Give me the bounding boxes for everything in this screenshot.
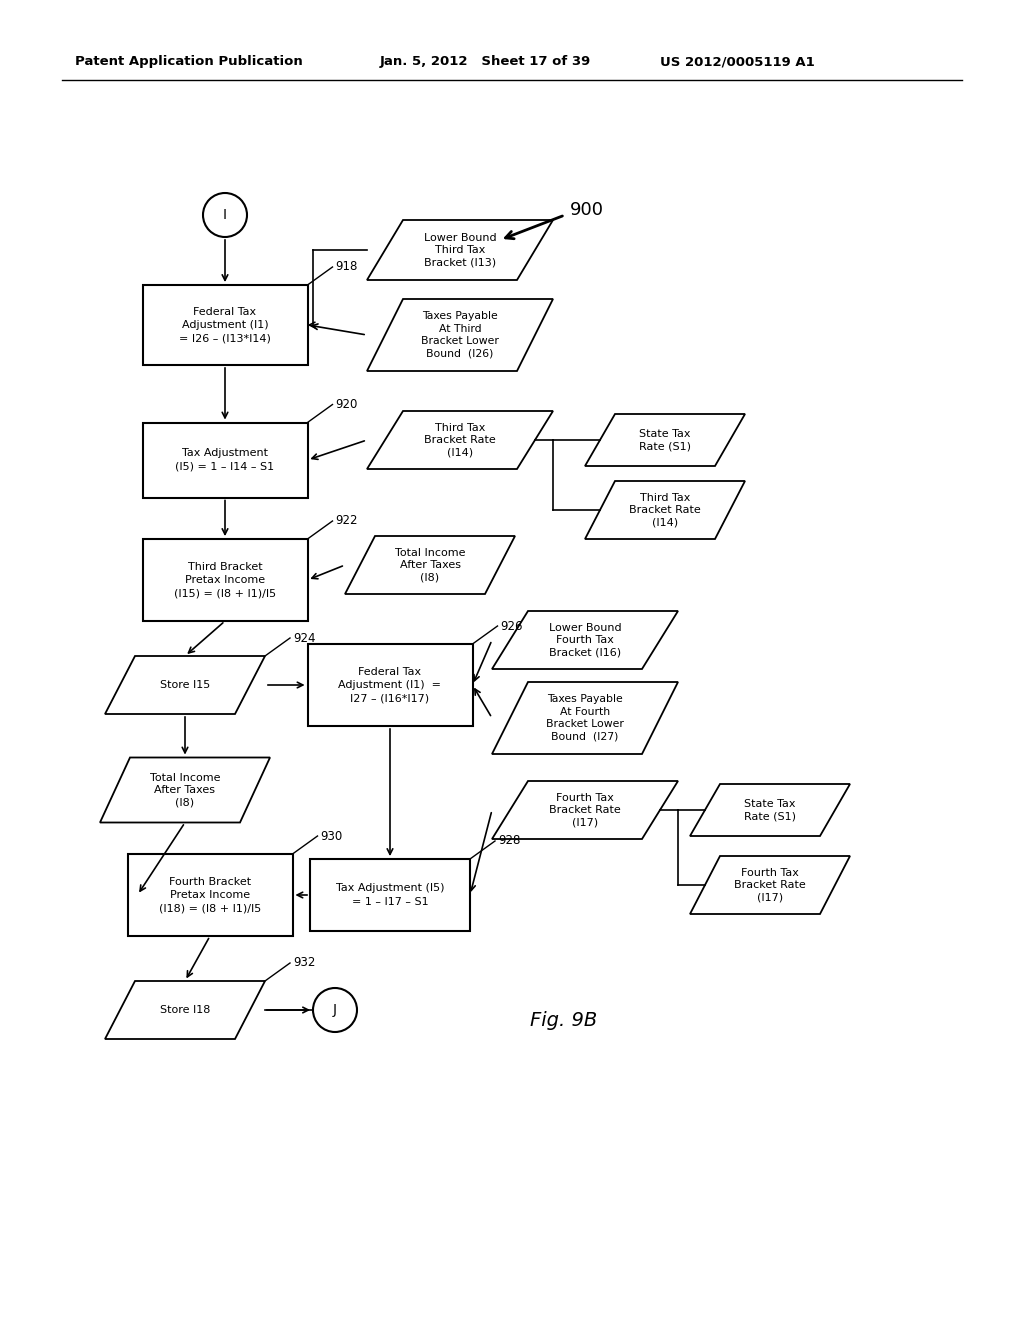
Text: Third Tax
Bracket Rate
(I14): Third Tax Bracket Rate (I14): [424, 422, 496, 458]
Text: Fourth Tax
Bracket Rate
(I17): Fourth Tax Bracket Rate (I17): [734, 867, 806, 903]
Bar: [142, 422, 307, 498]
Polygon shape: [585, 480, 745, 539]
Text: 930: 930: [321, 829, 343, 842]
Text: 922: 922: [336, 515, 358, 528]
Polygon shape: [367, 220, 553, 280]
Text: Fig. 9B: Fig. 9B: [530, 1011, 597, 1030]
Text: Lower Bound
Fourth Tax
Bracket (I16): Lower Bound Fourth Tax Bracket (I16): [549, 623, 622, 657]
Text: US 2012/0005119 A1: US 2012/0005119 A1: [660, 55, 815, 69]
Text: 918: 918: [336, 260, 357, 273]
Text: Tax Adjustment (I5)
= 1 – I17 – S1: Tax Adjustment (I5) = 1 – I17 – S1: [336, 883, 444, 907]
Text: Total Income
After Taxes
(I8): Total Income After Taxes (I8): [394, 548, 465, 582]
Polygon shape: [492, 781, 678, 840]
Text: J: J: [333, 1003, 337, 1016]
Polygon shape: [492, 611, 678, 669]
Text: Taxes Payable
At Third
Bracket Lower
Bound  (I26): Taxes Payable At Third Bracket Lower Bou…: [421, 312, 499, 359]
Polygon shape: [690, 784, 850, 836]
Text: Federal Tax
Adjustment (I1)  =
I27 – (I16*I17): Federal Tax Adjustment (I1) = I27 – (I16…: [339, 667, 441, 704]
Bar: [307, 644, 472, 726]
Text: Lower Bound
Third Tax
Bracket (I13): Lower Bound Third Tax Bracket (I13): [424, 232, 497, 268]
Text: Patent Application Publication: Patent Application Publication: [75, 55, 303, 69]
Text: State Tax
Rate (S1): State Tax Rate (S1): [639, 429, 691, 451]
Text: Third Bracket
Pretax Income
(I15) = (I8 + I1)/I5: Third Bracket Pretax Income (I15) = (I8 …: [174, 562, 276, 598]
Text: 900: 900: [570, 201, 604, 219]
Text: Tax Adjustment
(I5) = 1 – I14 – S1: Tax Adjustment (I5) = 1 – I14 – S1: [175, 449, 274, 471]
Text: Fourth Bracket
Pretax Income
(I18) = (I8 + I1)/I5: Fourth Bracket Pretax Income (I18) = (I8…: [159, 876, 261, 913]
Text: 920: 920: [336, 399, 357, 411]
Text: Federal Tax
Adjustment (I1)
= I26 – (I13*I14): Federal Tax Adjustment (I1) = I26 – (I13…: [179, 306, 271, 343]
Text: State Tax
Rate (S1): State Tax Rate (S1): [744, 799, 796, 821]
Text: Third Tax
Bracket Rate
(I14): Third Tax Bracket Rate (I14): [629, 492, 700, 528]
Bar: [128, 854, 293, 936]
Text: Store I18: Store I18: [160, 1005, 210, 1015]
Polygon shape: [492, 682, 678, 754]
Text: Total Income
After Taxes
(I8): Total Income After Taxes (I8): [150, 772, 220, 808]
Text: 932: 932: [293, 957, 315, 969]
Polygon shape: [367, 411, 553, 469]
Text: Store I15: Store I15: [160, 680, 210, 690]
Text: I: I: [223, 209, 227, 222]
Circle shape: [203, 193, 247, 238]
Polygon shape: [690, 855, 850, 913]
Polygon shape: [367, 300, 553, 371]
Text: 926: 926: [501, 619, 523, 632]
Bar: [310, 859, 470, 931]
Text: Fourth Tax
Bracket Rate
(I17): Fourth Tax Bracket Rate (I17): [549, 792, 621, 828]
Polygon shape: [345, 536, 515, 594]
Text: 928: 928: [498, 834, 520, 847]
Text: Jan. 5, 2012   Sheet 17 of 39: Jan. 5, 2012 Sheet 17 of 39: [380, 55, 591, 69]
Polygon shape: [585, 414, 745, 466]
Text: Taxes Payable
At Fourth
Bracket Lower
Bound  (I27): Taxes Payable At Fourth Bracket Lower Bo…: [546, 694, 624, 742]
Bar: [142, 539, 307, 620]
Bar: [142, 285, 307, 366]
Polygon shape: [105, 981, 265, 1039]
Polygon shape: [105, 656, 265, 714]
Circle shape: [313, 987, 357, 1032]
Polygon shape: [100, 758, 270, 822]
Text: 924: 924: [293, 631, 315, 644]
